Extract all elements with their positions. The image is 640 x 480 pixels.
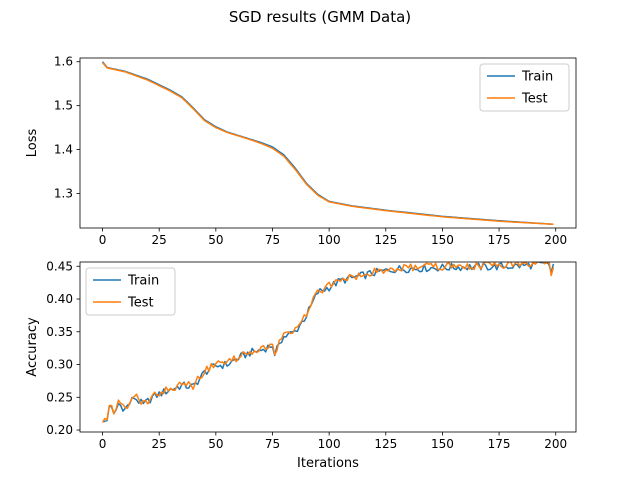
- loss-xtick-label: 25: [152, 233, 167, 247]
- accuracy-xtick-label: 75: [265, 437, 280, 451]
- accuracy-series-train-line: [102, 262, 555, 423]
- loss-ytick-label: 1.5: [54, 99, 73, 113]
- loss-ytick-label: 1.6: [54, 55, 73, 69]
- accuracy-subplot: 0 25 50 75 100 125 150 175 200 0.20 0.25 0.30 0.35 0.…: [25, 259, 577, 471]
- figure-title: SGD results (GMM Data): [229, 8, 411, 26]
- accuracy-ytick-label: 0.30: [46, 358, 73, 372]
- loss-xtick-label: 175: [488, 233, 511, 247]
- accuracy-ytick-label: 0.25: [46, 390, 73, 404]
- accuracy-xtick-label: 150: [431, 437, 454, 451]
- loss-xtick-label: 200: [544, 233, 567, 247]
- accuracy-series-test-line: [101, 262, 555, 423]
- accuracy-xtick-label: 50: [208, 437, 223, 451]
- accuracy-ytick-label: 0.20: [46, 423, 73, 437]
- loss-xtick-label: 125: [374, 233, 397, 247]
- loss-xtick-label: 0: [99, 233, 107, 247]
- accuracy-legend-label-test: Test: [127, 296, 154, 311]
- loss-legend: Train Test: [479, 63, 570, 112]
- loss-subplot: 0 25 50 75 100 125 150 175 200 1.3 1.4 1.5 1.6 Loss Tr…: [25, 55, 577, 247]
- loss-xtick-label: 150: [431, 233, 454, 247]
- loss-ylabel: Loss: [25, 129, 40, 158]
- accuracy-xtick-label: 200: [544, 437, 567, 451]
- loss-xtick-label: 100: [318, 233, 341, 247]
- loss-ytick-label: 1.4: [54, 143, 73, 157]
- accuracy-ylabel: Accuracy: [25, 317, 40, 377]
- loss-xtick-label: 50: [208, 233, 223, 247]
- accuracy-xtick-label: 25: [152, 437, 167, 451]
- accuracy-axes-frame: [79, 261, 577, 433]
- accuracy-xtick-label: 0: [99, 437, 107, 451]
- accuracy-ytick-label: 0.40: [46, 292, 73, 306]
- accuracy-xtick-label: 175: [488, 437, 511, 451]
- accuracy-ytick-label: 0.45: [46, 259, 73, 273]
- accuracy-legend-label-train: Train: [127, 274, 159, 289]
- accuracy-legend: Train Test: [85, 267, 176, 316]
- loss-legend-label-train: Train: [521, 70, 553, 85]
- loss-legend-label-test: Test: [521, 92, 548, 107]
- loss-ytick-label: 1.3: [54, 187, 73, 201]
- accuracy-ytick-label: 0.35: [46, 325, 73, 339]
- accuracy-xtick-label: 125: [374, 437, 397, 451]
- loss-axes-frame: [79, 57, 577, 229]
- accuracy-xlabel: Iterations: [297, 456, 359, 471]
- loss-series-test-line: [101, 62, 554, 226]
- loss-xtick-label: 75: [265, 233, 280, 247]
- accuracy-xtick-label: 100: [318, 437, 341, 451]
